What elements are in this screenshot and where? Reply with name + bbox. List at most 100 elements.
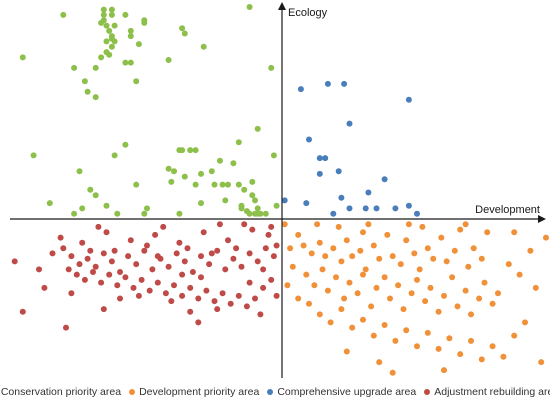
point-adjustment-6 (92, 263, 99, 270)
point-adjustment-65 (268, 223, 275, 230)
point-adjustment-81 (208, 250, 215, 257)
point-adjustment-82 (233, 245, 240, 252)
x-axis-label: Development (475, 204, 540, 216)
point-conservation-48 (187, 147, 194, 154)
point-development-49 (427, 284, 434, 291)
point-development-43 (387, 295, 393, 302)
point-conservation-72 (87, 186, 94, 193)
point-development-24 (443, 258, 450, 265)
point-conservation-82 (181, 173, 188, 180)
point-development-15 (384, 231, 391, 238)
scatter-chart: Ecology Development (10, 2, 549, 378)
point-conservation-14 (111, 38, 118, 45)
point-development-72 (435, 345, 442, 352)
point-development-1 (295, 231, 302, 238)
point-development-75 (468, 337, 474, 344)
point-development-28 (470, 245, 477, 252)
point-adjustment-90 (41, 284, 48, 291)
point-conservation-62 (238, 205, 245, 212)
point-development-56 (476, 295, 483, 302)
point-adjustment-60 (152, 231, 159, 238)
point-adjustment-11 (133, 261, 140, 268)
point-development-60 (306, 300, 312, 307)
legend-label-comprehensive: Comprehensive upgrade area (277, 386, 417, 398)
point-conservation-66 (171, 168, 177, 175)
point-development-95 (376, 359, 383, 366)
point-development-12 (362, 266, 369, 273)
legend-item-adjustment: Adjustment rebuilding area (424, 386, 550, 398)
point-development-3 (300, 242, 307, 249)
point-conservation-56 (249, 192, 256, 199)
point-adjustment-75 (195, 319, 202, 326)
point-development-93 (295, 295, 302, 302)
point-adjustment-48 (219, 290, 226, 297)
point-adjustment-84 (135, 292, 142, 299)
point-adjustment-3 (68, 253, 75, 260)
point-development-36 (341, 295, 348, 302)
point-adjustment-35 (114, 282, 121, 289)
point-adjustment-20 (206, 261, 213, 268)
point-adjustment-79 (144, 242, 150, 249)
point-adjustment-62 (200, 229, 207, 236)
point-development-27 (465, 263, 472, 270)
point-adjustment-27 (262, 245, 269, 252)
point-development-65 (360, 316, 366, 323)
point-development-78 (500, 353, 507, 360)
point-conservation-77 (141, 210, 148, 217)
point-conservation-43 (216, 157, 223, 164)
point-adjustment-53 (260, 284, 267, 291)
point-comprehensive-5 (316, 155, 323, 162)
point-conservation-86 (165, 165, 172, 172)
point-conservation-81 (176, 210, 183, 217)
point-conservation-22 (122, 11, 129, 18)
point-conservation-40 (270, 152, 277, 159)
point-adjustment-13 (149, 266, 156, 273)
point-adjustment-85 (168, 298, 175, 305)
point-conservation-21 (127, 27, 134, 34)
point-development-18 (403, 237, 410, 244)
point-conservation-31 (100, 11, 107, 18)
point-development-14 (376, 255, 383, 262)
point-adjustment-66 (95, 223, 102, 230)
point-conservation-37 (246, 4, 253, 10)
point-adjustment-51 (243, 303, 250, 310)
point-conservation-33 (165, 57, 172, 63)
point-conservation-27 (84, 88, 91, 95)
point-adjustment-22 (222, 266, 229, 273)
point-adjustment-95 (179, 271, 186, 278)
point-conservation-74 (30, 152, 37, 159)
legend: Conservation priority area Development p… (0, 384, 550, 400)
point-comprehensive-0 (297, 86, 304, 93)
point-development-68 (392, 337, 399, 344)
point-development-61 (316, 311, 323, 318)
point-conservation-70 (71, 210, 78, 217)
point-adjustment-50 (235, 292, 242, 299)
point-conservation-25 (92, 64, 99, 71)
point-development-8 (338, 258, 345, 265)
point-adjustment-24 (238, 263, 245, 270)
point-conservation-78 (114, 210, 121, 217)
point-development-44 (395, 282, 402, 289)
point-adjustment-76 (257, 311, 264, 318)
point-conservation-34 (179, 25, 186, 32)
point-development-55 (468, 311, 474, 318)
point-development-58 (489, 300, 496, 307)
point-comprehensive-7 (316, 170, 323, 177)
point-conservation-87 (273, 202, 280, 209)
point-conservation-71 (76, 168, 83, 175)
point-comprehensive-14 (392, 205, 399, 212)
point-conservation-1 (60, 11, 67, 18)
point-adjustment-33 (98, 279, 105, 286)
point-development-62 (327, 319, 334, 326)
point-conservation-46 (176, 147, 183, 154)
point-conservation-75 (111, 152, 118, 159)
point-development-97 (441, 367, 447, 374)
point-adjustment-68 (216, 221, 223, 228)
point-adjustment-21 (214, 247, 221, 254)
point-adjustment-70 (265, 231, 272, 238)
point-conservation-15 (122, 59, 129, 66)
point-development-4 (308, 250, 315, 257)
point-comprehensive-3 (346, 120, 353, 127)
point-development-10 (349, 253, 356, 260)
point-comprehensive-9 (381, 176, 388, 183)
